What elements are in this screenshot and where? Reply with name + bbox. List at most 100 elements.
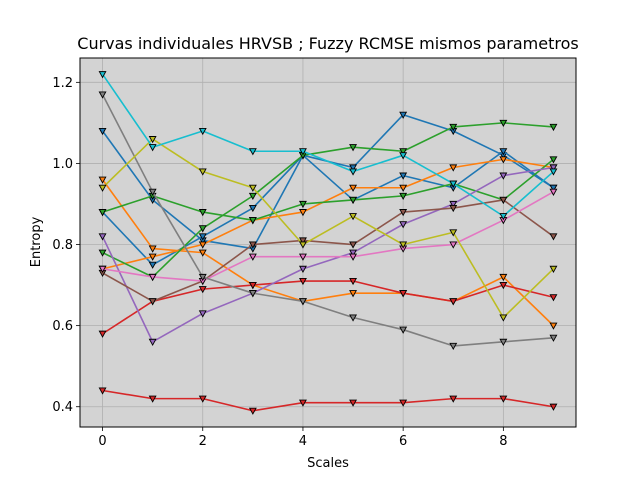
data-point-marker	[98, 176, 107, 184]
data-point-marker	[298, 209, 307, 217]
data-point-marker	[499, 156, 508, 164]
data-point-marker	[98, 209, 107, 217]
series-13	[98, 136, 558, 322]
data-point-marker	[198, 209, 207, 217]
y-tick-label: 0.4	[52, 400, 73, 415]
data-point-marker	[449, 200, 458, 209]
x-tick-label: 6	[399, 434, 407, 449]
data-point-marker	[499, 282, 508, 290]
data-point-marker	[399, 209, 408, 217]
grid	[80, 58, 576, 427]
data-point-marker	[248, 204, 257, 213]
data-point-marker	[349, 196, 358, 205]
data-point-marker	[248, 407, 257, 415]
data-point-marker	[98, 249, 107, 257]
data-point-marker	[549, 294, 558, 302]
y-axis-label: Entropy	[29, 216, 44, 267]
x-tick-label: 8	[499, 434, 507, 449]
data-point-marker	[298, 241, 307, 249]
data-point-marker	[549, 156, 558, 164]
series-line	[102, 158, 554, 270]
series-line	[101, 73, 554, 217]
data-point-marker	[198, 168, 207, 176]
data-point-marker	[248, 253, 257, 261]
data-point-marker	[449, 241, 458, 249]
data-point-marker	[98, 71, 107, 79]
data-point-marker	[499, 148, 508, 156]
data-point-marker	[298, 277, 307, 286]
data-point-marker	[198, 273, 207, 282]
data-point-marker	[148, 273, 157, 282]
data-point-marker	[549, 233, 558, 241]
data-point-marker	[98, 265, 107, 273]
data-point-marker	[549, 123, 558, 132]
data-point-marker	[349, 290, 358, 298]
data-point-marker	[549, 334, 558, 342]
data-point-marker	[98, 184, 107, 192]
chart-title: Curvas individuales HRVSB ; Fuzzy RCMSE …	[77, 34, 578, 53]
data-point-marker	[198, 249, 207, 257]
data-point-marker	[148, 245, 157, 253]
data-point-marker	[248, 148, 257, 156]
data-point-marker	[349, 241, 358, 249]
y-tick-label: 0.8	[52, 238, 73, 253]
data-point-marker	[148, 253, 157, 261]
series-layer	[98, 71, 558, 415]
data-point-marker	[148, 136, 157, 144]
data-point-marker	[298, 200, 307, 209]
data-point-marker	[98, 330, 107, 338]
data-point-marker	[499, 196, 508, 205]
data-point-marker	[399, 111, 408, 119]
data-point-marker	[198, 225, 207, 233]
data-point-marker	[198, 395, 207, 403]
data-point-marker	[148, 395, 157, 403]
data-point-marker	[399, 152, 408, 160]
data-point-marker	[399, 184, 408, 192]
data-point-marker	[248, 282, 257, 290]
data-point-marker	[198, 286, 207, 294]
data-point-marker	[399, 326, 408, 334]
data-point-marker	[499, 119, 508, 128]
data-point-marker	[549, 403, 558, 411]
data-point-marker	[349, 164, 358, 172]
data-point-marker	[198, 241, 207, 249]
data-point-marker	[349, 249, 358, 257]
data-point-marker	[399, 399, 408, 407]
data-point-marker	[198, 127, 207, 136]
data-point-marker	[248, 217, 257, 225]
data-point-marker	[549, 184, 558, 192]
series-line	[102, 199, 554, 303]
x-tick-label: 4	[299, 434, 307, 449]
data-point-marker	[148, 188, 157, 196]
y-tick-label: 1.0	[52, 157, 73, 172]
data-point-marker	[399, 148, 408, 156]
data-point-marker	[349, 399, 358, 407]
data-point-marker	[449, 298, 458, 306]
data-point-marker	[98, 233, 107, 241]
series-11	[98, 188, 558, 286]
data-point-marker	[499, 172, 508, 180]
data-point-marker	[98, 127, 107, 136]
data-point-marker	[198, 233, 207, 241]
data-point-marker	[399, 192, 408, 200]
data-point-marker	[349, 184, 358, 192]
x-axis-label: Scales	[307, 456, 349, 471]
data-point-marker	[198, 310, 207, 318]
data-point-marker	[549, 188, 558, 196]
data-point-marker	[399, 172, 408, 180]
y-tick-label: 1.2	[52, 76, 73, 91]
data-point-marker	[399, 241, 408, 249]
data-point-marker	[298, 265, 307, 273]
data-point-marker	[298, 148, 307, 156]
data-point-marker	[349, 213, 358, 221]
data-point-marker	[349, 168, 358, 176]
series-line	[102, 122, 554, 278]
data-point-marker	[148, 144, 157, 152]
series-10	[98, 196, 558, 306]
data-point-marker	[449, 204, 458, 213]
data-point-marker	[98, 91, 107, 99]
series-line	[102, 191, 554, 282]
plot-frame	[79, 57, 577, 428]
data-point-marker	[449, 180, 458, 188]
